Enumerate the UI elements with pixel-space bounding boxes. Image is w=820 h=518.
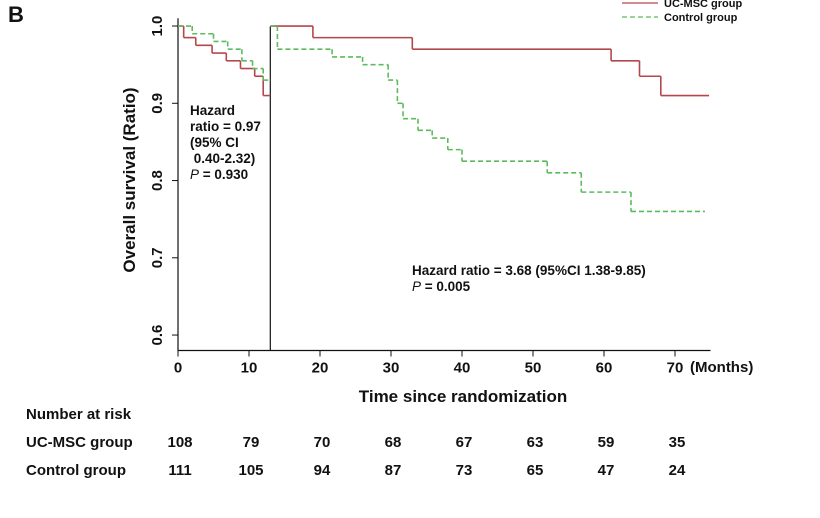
legend-label: Control group: [664, 12, 738, 24]
annotation-line: Hazard: [190, 103, 235, 118]
y-tick-label: 0.7: [149, 247, 166, 268]
y-tick-label: 1.0: [149, 16, 166, 37]
y-tick-label: 0.6: [149, 325, 166, 346]
risk-value: 94: [314, 462, 331, 479]
y-tick-label: 0.9: [149, 93, 166, 114]
annotation-line: ratio = 0.97: [190, 119, 261, 134]
x-tick-label: 70: [667, 360, 684, 377]
x-tick-label: 0: [174, 360, 182, 377]
x-tick-label: 60: [596, 360, 613, 377]
x-tick-label: 20: [312, 360, 329, 377]
annotation-line: (95% CI: [190, 135, 239, 150]
risk-value: 73: [456, 462, 473, 479]
risk-value: 87: [385, 462, 402, 479]
x-tick-label: 40: [454, 360, 471, 377]
x-axis-label: Time since randomization: [359, 387, 567, 406]
p-value: = 0.930: [199, 167, 248, 182]
x-axis-unit: (Months): [690, 359, 753, 376]
x-tick-label: 50: [525, 360, 542, 377]
risk-value: 108: [167, 434, 192, 451]
p-symbol: P: [412, 279, 421, 294]
legend-label: UC-MSC group: [664, 0, 742, 10]
x-tick-label: 30: [383, 360, 400, 377]
p-value: = 0.005: [421, 279, 471, 294]
y-axis-label: Overall survival (Ratio): [120, 87, 139, 272]
risk-row-name: UC-MSC group: [26, 434, 133, 451]
risk-title: Number at risk: [26, 406, 132, 423]
annotation-p: P = 0.005: [412, 279, 471, 294]
risk-value: 59: [598, 434, 615, 451]
risk-value: 70: [314, 434, 331, 451]
risk-value: 111: [168, 462, 191, 479]
risk-row-name: Control group: [26, 462, 126, 479]
risk-value: 79: [243, 434, 260, 451]
p-symbol: P: [190, 167, 199, 182]
panel-label: B: [8, 2, 24, 27]
risk-value: 47: [598, 462, 615, 479]
annotation-line: Hazard ratio = 3.68 (95%CI 1.38-9.85): [412, 263, 646, 278]
risk-value: 105: [238, 462, 263, 479]
x-tick-label: 10: [241, 360, 258, 377]
risk-value: 65: [527, 462, 544, 479]
risk-value: 63: [527, 434, 544, 451]
annotation-p: P = 0.930: [190, 167, 248, 182]
risk-value: 67: [456, 434, 473, 451]
y-tick-label: 0.8: [149, 170, 166, 191]
risk-value: 68: [385, 434, 402, 451]
annotation-line: 0.40-2.32): [190, 151, 255, 166]
risk-value: 24: [669, 462, 686, 479]
risk-value: 35: [669, 434, 686, 451]
